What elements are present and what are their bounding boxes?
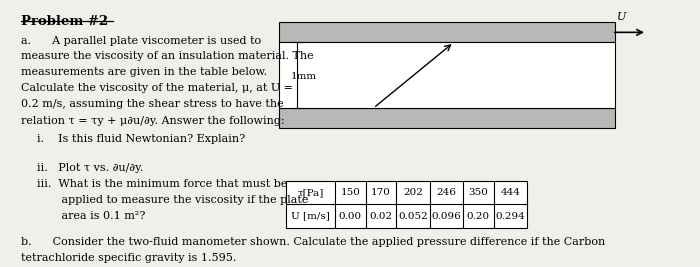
Bar <box>279 22 615 42</box>
Text: b.      Consider the two-fluid manometer shown. Calculate the applied pressure d: b. Consider the two-fluid manometer show… <box>20 237 605 247</box>
Text: ii.   Plot τ vs. ∂u/∂y.: ii. Plot τ vs. ∂u/∂y. <box>36 163 143 174</box>
Text: U: U <box>617 12 626 22</box>
Text: i.    Is this fluid Newtonian? Explain?: i. Is this fluid Newtonian? Explain? <box>36 135 245 144</box>
Text: 350: 350 <box>468 188 488 197</box>
Text: 0.00: 0.00 <box>339 212 362 221</box>
Bar <box>286 180 527 228</box>
Text: measure the viscosity of an insulation material. The: measure the viscosity of an insulation m… <box>20 52 313 61</box>
Text: applied to measure the viscosity if the plate: applied to measure the viscosity if the … <box>36 195 308 205</box>
Text: 0.20: 0.20 <box>467 212 490 221</box>
Bar <box>279 108 615 128</box>
Text: 0.052: 0.052 <box>398 212 428 221</box>
Text: Calculate the viscosity of the material, μ, at U =: Calculate the viscosity of the material,… <box>20 83 293 93</box>
Text: a.      A parallel plate viscometer is used to: a. A parallel plate viscometer is used t… <box>20 36 260 46</box>
Text: 0.02: 0.02 <box>370 212 393 221</box>
Text: 150: 150 <box>340 188 360 197</box>
Text: area is 0.1 m²?: area is 0.1 m²? <box>36 211 145 221</box>
Text: 0.096: 0.096 <box>431 212 461 221</box>
Text: 0.2 m/s, assuming the shear stress to have the: 0.2 m/s, assuming the shear stress to ha… <box>20 99 284 109</box>
Text: 0.294: 0.294 <box>496 212 525 221</box>
Text: τ[Pa]: τ[Pa] <box>298 188 323 197</box>
Text: relation τ = τy + μ∂u/∂y. Answer the following:: relation τ = τy + μ∂u/∂y. Answer the fol… <box>20 116 284 126</box>
Text: tetrachloride specific gravity is 1.595.: tetrachloride specific gravity is 1.595. <box>20 253 236 263</box>
Text: 202: 202 <box>403 188 423 197</box>
Text: U [m/s]: U [m/s] <box>291 212 330 221</box>
Text: 170: 170 <box>371 188 391 197</box>
Text: 444: 444 <box>500 188 520 197</box>
Text: measurements are given in the table below.: measurements are given in the table belo… <box>20 67 267 77</box>
Text: 1mm: 1mm <box>291 72 317 81</box>
Text: Problem #2: Problem #2 <box>20 15 108 28</box>
Text: 246: 246 <box>436 188 456 197</box>
Text: iii.  What is the minimum force that must be: iii. What is the minimum force that must… <box>36 179 287 189</box>
Bar <box>279 42 615 108</box>
